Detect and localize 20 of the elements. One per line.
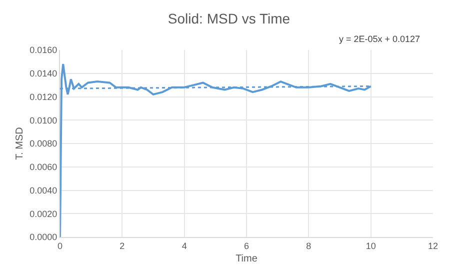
- x-axis-title: Time: [236, 253, 258, 264]
- y-tick-label: 0.0040: [30, 185, 58, 196]
- y-tick-label: 0.0100: [30, 115, 58, 126]
- y-tick-label: 0.0160: [30, 45, 58, 56]
- y-tick-label: 0.0140: [30, 68, 58, 79]
- x-tick-label: 10: [366, 240, 376, 251]
- x-tick-label: 0: [57, 240, 63, 251]
- x-tick-label: 8: [306, 240, 312, 251]
- y-axis-title: T. MSD: [14, 127, 26, 160]
- x-tick-label: 12: [428, 240, 438, 251]
- y-tick-label: 0.0120: [30, 92, 58, 102]
- y-tick-label: 0.0000: [30, 232, 58, 242]
- x-tick-label: 2: [120, 240, 125, 251]
- text: y = 2E-05x + 0.0127: [339, 34, 420, 44]
- chart-title: Solid: MSD vs Time: [168, 10, 290, 27]
- y-tick-label: 0.0060: [30, 162, 58, 172]
- y-tick-label: 0.0020: [30, 208, 58, 219]
- y-tick-label: 0.0080: [30, 138, 58, 149]
- x-tick-label: 6: [244, 240, 250, 251]
- x-tick-label: 4: [182, 240, 187, 251]
